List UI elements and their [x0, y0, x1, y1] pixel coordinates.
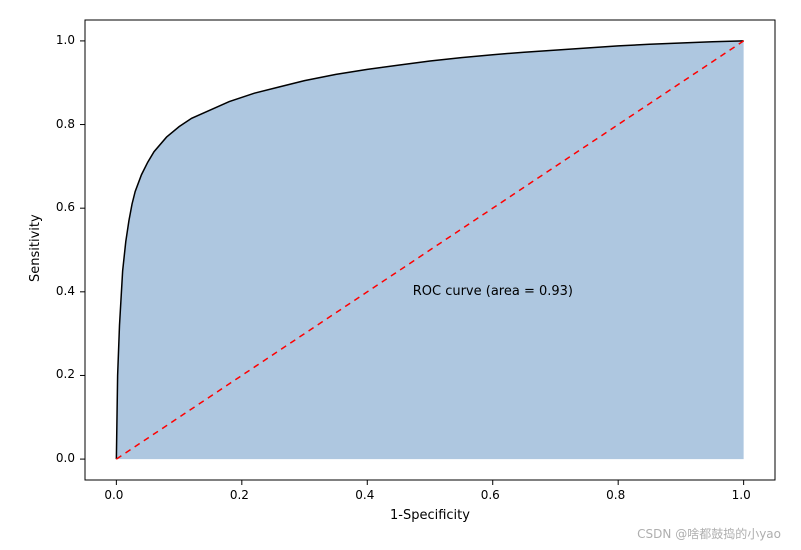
y-tick-label: 0.0 — [56, 451, 75, 465]
roc-chart: 1-Specificity Sensitivity ROC curve (are… — [0, 0, 801, 550]
y-tick-label: 0.6 — [56, 200, 75, 214]
y-tick-label: 1.0 — [56, 33, 75, 47]
x-tick-label: 1.0 — [732, 488, 751, 502]
roc-annotation: ROC curve (area = 0.93) — [413, 284, 573, 299]
x-tick-label: 0.6 — [481, 488, 500, 502]
y-tick-label: 0.4 — [56, 284, 75, 298]
y-tick-label: 0.2 — [56, 367, 75, 381]
x-tick-label: 0.0 — [104, 488, 123, 502]
watermark: CSDN @啥都鼓捣的小yao — [637, 525, 781, 542]
y-tick-label: 0.8 — [56, 117, 75, 131]
x-tick-label: 0.4 — [355, 488, 374, 502]
x-tick-label: 0.8 — [606, 488, 625, 502]
y-axis-label: Sensitivity — [28, 214, 43, 282]
x-tick-label: 0.2 — [230, 488, 249, 502]
plot-svg — [0, 0, 801, 550]
x-axis-label: 1-Specificity — [390, 508, 470, 523]
